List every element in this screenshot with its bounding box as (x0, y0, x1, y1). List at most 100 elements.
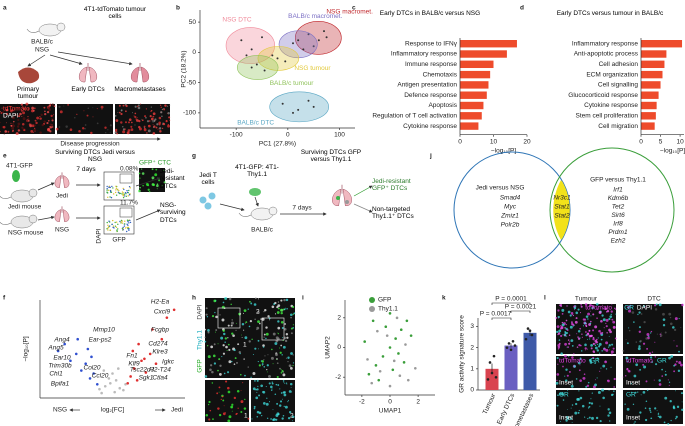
text-block: Jedi T cells (199, 172, 217, 187)
texture (626, 407, 630, 411)
texture (231, 360, 233, 363)
point (391, 368, 395, 372)
point (399, 328, 403, 331)
texture (218, 386, 221, 389)
texture (204, 328, 207, 331)
texture (212, 354, 216, 358)
texture (107, 129, 109, 131)
texture (284, 405, 288, 409)
texture (48, 108, 51, 110)
texture (276, 362, 279, 364)
point (56, 349, 60, 353)
texture (588, 405, 591, 408)
texture (261, 365, 264, 367)
category-label: Cell signalling (598, 82, 638, 89)
bar (460, 81, 489, 89)
texture (607, 346, 610, 348)
texture (222, 329, 225, 332)
texture (575, 311, 579, 315)
texture (608, 411, 612, 415)
texture (112, 226, 114, 229)
texture (92, 116, 94, 118)
texture (158, 128, 160, 130)
texture (106, 221, 108, 224)
texture (638, 330, 642, 333)
texture (597, 337, 599, 339)
point (261, 36, 263, 39)
texture (287, 401, 289, 403)
texture (122, 126, 124, 128)
texture (205, 414, 209, 417)
texture (145, 108, 148, 110)
label: GR (590, 358, 600, 365)
point (507, 342, 511, 345)
texture (286, 336, 289, 339)
label: DTC (647, 296, 661, 303)
point (90, 355, 93, 359)
texture (649, 356, 653, 359)
texture (629, 304, 632, 307)
texture (33, 128, 37, 132)
texture (143, 126, 146, 128)
texture (258, 364, 261, 367)
texture (114, 131, 117, 134)
gene-label: Ctla4 (152, 375, 168, 382)
texture (219, 314, 221, 316)
tube-icon (12, 170, 20, 182)
texture (230, 321, 234, 325)
texture (557, 317, 559, 319)
texture (584, 347, 587, 350)
point (160, 337, 164, 341)
texture (39, 117, 42, 120)
texture (268, 374, 271, 378)
texture (680, 363, 683, 367)
point (132, 367, 136, 370)
gene-label: H2-T24 (149, 367, 171, 374)
texture (579, 379, 582, 382)
texture (161, 115, 163, 118)
texture (47, 119, 50, 122)
text-block: Primary tumour (16, 86, 40, 101)
label: Stat1 (554, 204, 570, 211)
point (92, 372, 95, 375)
texture (166, 105, 169, 107)
texture (84, 124, 87, 126)
texture (155, 168, 158, 171)
texture (87, 107, 90, 110)
texture (253, 405, 256, 408)
texture (579, 364, 581, 366)
texture (207, 403, 210, 406)
label: Smad4 (500, 195, 521, 202)
texture (580, 305, 583, 308)
texture (148, 126, 150, 128)
texture (231, 319, 233, 321)
texture (222, 301, 225, 304)
point (118, 386, 122, 390)
texture (121, 191, 124, 193)
label: GFP (197, 359, 204, 372)
texture (670, 354, 674, 358)
texture (263, 336, 265, 338)
legend-label: GFP (378, 297, 391, 304)
bar (641, 70, 663, 79)
category-label: Response to IFNγ (405, 40, 458, 47)
texture (277, 301, 279, 303)
x-tick-label: 20 (523, 138, 531, 145)
texture (253, 407, 256, 410)
texture (226, 349, 228, 351)
texture (39, 131, 42, 134)
texture (606, 332, 608, 334)
texture (561, 392, 564, 396)
texture (580, 303, 582, 306)
point (511, 339, 515, 343)
texture (152, 124, 154, 125)
bar (641, 91, 659, 99)
label: Inset (559, 415, 573, 422)
texture (32, 131, 34, 133)
texture (592, 313, 595, 316)
text-block: 7 days (76, 166, 96, 173)
gene-label: Cd274 (148, 341, 168, 348)
texture (20, 130, 22, 132)
direction-label: Jedi (171, 407, 183, 414)
texture (156, 123, 159, 126)
